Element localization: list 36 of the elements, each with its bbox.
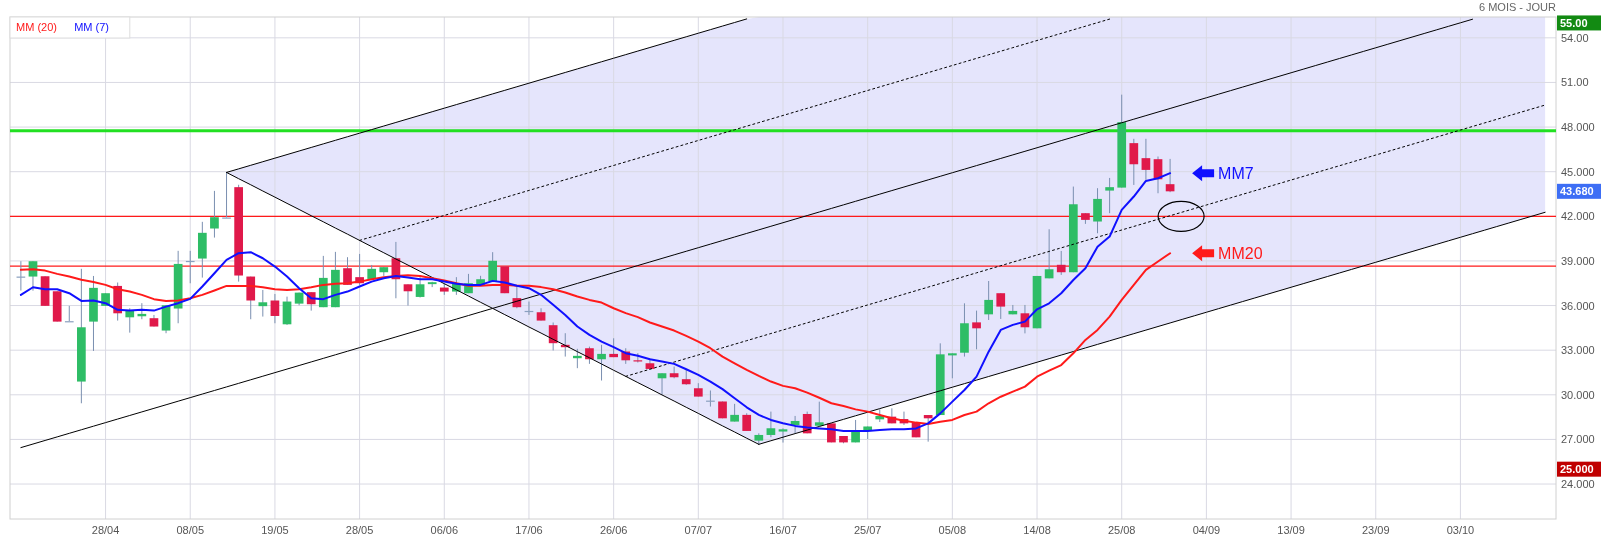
x-tick-label: 19/05 xyxy=(261,524,289,536)
chart-subtitle: 6 MOIS - JOUR xyxy=(1478,1,1557,13)
x-tick-label: 17/06 xyxy=(515,524,543,536)
x-tick-label: 07/07 xyxy=(684,524,713,536)
x-tick-label: 28/05 xyxy=(345,524,374,536)
x-tick-label: 13/09 xyxy=(1277,524,1305,536)
y-tick-label: 55.00 xyxy=(1560,16,1588,29)
x-tick-label: 16/07 xyxy=(769,524,797,536)
y-tick-label: 43.680 xyxy=(1560,185,1594,198)
text: MM (7) xyxy=(74,21,110,33)
y-tick-label: 54.00 xyxy=(1561,31,1589,44)
y-tick-label: 39.000 xyxy=(1561,254,1595,267)
x-tick-label: 14/08 xyxy=(1023,524,1051,536)
y-tick-label: 42.000 xyxy=(1561,210,1595,223)
y-tick-label: 51.00 xyxy=(1561,76,1589,89)
annotation: MM20 xyxy=(1218,244,1263,262)
y-tick-label: 24.000 xyxy=(1561,478,1595,491)
x-tick-label: 26/06 xyxy=(599,524,628,536)
x-tick-label: 08/05 xyxy=(176,524,205,536)
y-tick-label: 45.000 xyxy=(1561,165,1595,178)
x-tick-label: 25/08 xyxy=(1107,524,1136,536)
x-tick-label: 03/10 xyxy=(1446,524,1475,536)
y-tick-label: 30.000 xyxy=(1561,388,1595,401)
x-tick-label: 06/06 xyxy=(430,524,459,536)
y-tick-label: 33.000 xyxy=(1561,344,1595,357)
x-tick-label: 23/09 xyxy=(1361,524,1390,536)
y-tick-label: 27.000 xyxy=(1561,433,1595,446)
x-tick-label: 04/09 xyxy=(1192,524,1221,536)
y-tick-label: 36.000 xyxy=(1561,299,1595,312)
x-tick-label: 28/04 xyxy=(91,524,120,536)
text: MM (20) xyxy=(16,21,57,33)
y-tick-label: 25.000 xyxy=(1560,463,1594,476)
annotation: MM7 xyxy=(1218,164,1254,182)
x-tick-label: 05/08 xyxy=(938,524,967,536)
x-tick-label: 25/07 xyxy=(853,524,882,536)
y-tick-label: 48.000 xyxy=(1561,121,1595,134)
